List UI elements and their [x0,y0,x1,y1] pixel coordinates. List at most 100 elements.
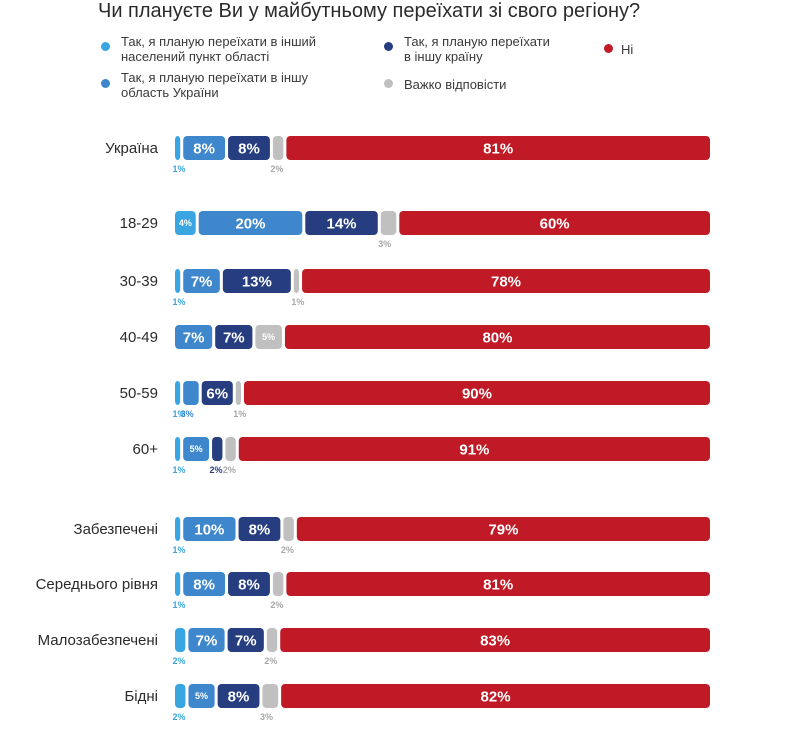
data-label-s5: 91% [459,442,489,459]
bar-segment-s1 [175,381,181,405]
bar-segment-s5 [281,684,710,708]
data-label-s5: 90% [462,386,492,403]
bar-segment-s3 [215,325,253,349]
legend-label-s1-line1: Так, я планую переїхати в інший [121,34,317,49]
bar-segment-s3 [227,628,264,652]
data-label-s2: 7% [191,274,213,291]
data-label-s2: 3% [181,409,194,419]
bar-segment-s2 [183,269,220,293]
legend-dot-s5 [604,44,613,53]
bar-segment-s2 [188,684,215,708]
bar-segment-s1 [175,136,181,160]
data-label-s2: 5% [195,691,208,701]
bar-segment-s1 [175,517,181,541]
bar-segment-s1 [175,437,181,461]
bar-segment-s2 [183,136,226,160]
row-label: 40-49 [120,329,158,346]
data-label-s2: 7% [196,633,218,650]
data-label-s5: 83% [480,633,510,650]
data-label-s5: 78% [491,274,521,291]
data-label-s2: 20% [235,216,265,233]
data-label-s4: 3% [260,712,273,722]
data-label-s1: 1% [172,164,185,174]
data-label-s3: 6% [206,386,228,403]
data-label-s1: 1% [172,409,185,419]
bar-segment-s1 [175,628,186,652]
data-label-s1: 1% [172,297,185,307]
data-label-s5: 80% [482,330,512,347]
data-label-s5: 82% [481,689,511,706]
legend-item-s5: Ні [621,42,633,57]
row-label: 60+ [133,441,159,458]
row-label: 30-39 [120,273,158,290]
bar-segment-s4 [272,572,284,596]
data-label-s4: 2% [281,545,294,555]
chart-title: Чи плануєте Ви у майбутньому переїхати з… [98,0,641,22]
data-label-s1: 4% [179,218,192,228]
row-label: Україна [105,140,159,157]
data-label-s4: 2% [264,656,277,666]
bar-segment-s5 [238,437,711,461]
data-label-s1: 1% [172,545,185,555]
data-label-s3: 8% [228,689,250,706]
data-label-s3: 8% [238,141,260,158]
bar-segment-s5 [286,136,710,160]
legend-item-s3: Так, я планую переїхати в іншу країну [404,34,550,64]
bar-segment-s5 [243,381,711,405]
bar-segment-s3 [305,211,378,235]
data-label-s4: 2% [223,465,236,475]
legend-label-s3-line1: Так, я планую переїхати [404,34,550,49]
data-label-s2: 5% [190,444,203,454]
bar-segment-s4 [262,684,279,708]
bar-segment-s3 [222,269,291,293]
data-label-s3: 8% [249,522,271,539]
data-label-s3: 8% [238,577,260,594]
data-label-s5: 81% [483,577,513,594]
bar-segment-s4 [225,437,236,461]
legend-dot-s3 [384,42,393,51]
bar-segment-s1 [175,269,181,293]
data-label-s2: 8% [193,577,215,594]
data-label-s4: 2% [270,164,283,174]
bar-segment-s1 [175,572,181,596]
data-label-s5: 81% [483,141,513,158]
bar-segment-s4 [272,136,284,160]
data-label-s2: 7% [183,330,205,347]
data-label-s1: 2% [172,656,185,666]
data-label-s3: 14% [327,216,357,233]
data-label-s3: 7% [223,330,245,347]
row-label: Середнього рівня [36,576,158,593]
data-label-s3: 2% [210,465,223,475]
legend-label-s2-line1: Так, я планую переїхати в іншу [121,70,309,85]
bar-segment-s2 [183,381,199,405]
data-label-s1: 1% [172,465,185,475]
bar-segment-s5 [296,517,710,541]
bar-segment-s3 [217,684,260,708]
legend-dot-s4 [384,79,393,88]
data-label-s5: 60% [540,216,570,233]
bar-segment-s4 [380,211,397,235]
bar-segment-s3 [228,572,270,596]
bar-segment-s4 [235,381,241,405]
bar-segment-s3 [201,381,233,405]
data-label-s4: 5% [262,332,275,342]
bar-segment-s2 [183,517,236,541]
bar-segment-s3 [212,437,223,461]
bar-segment-s5 [302,269,710,293]
row-label: 18-29 [120,215,158,232]
bar-segment-s5 [284,325,710,349]
bar-segment-s2 [183,437,210,461]
legend-item-s4: Важко відповісти [404,77,506,92]
data-label-s3: 13% [242,274,272,291]
data-label-s2: 10% [194,522,224,539]
bar-segment-s5 [286,572,710,596]
data-label-s2: 8% [193,141,215,158]
legend-label-s1-line2: населений пункт області [121,49,270,64]
data-label-s3: 7% [235,633,257,650]
legend-label-s2-line2: область України [121,85,219,100]
row-label: Малозабезпечені [38,632,158,649]
row-label: 50-59 [120,385,158,402]
bar-segment-s2 [175,325,213,349]
legend-item-s1: Так, я планую переїхати в інший населени… [121,34,316,64]
